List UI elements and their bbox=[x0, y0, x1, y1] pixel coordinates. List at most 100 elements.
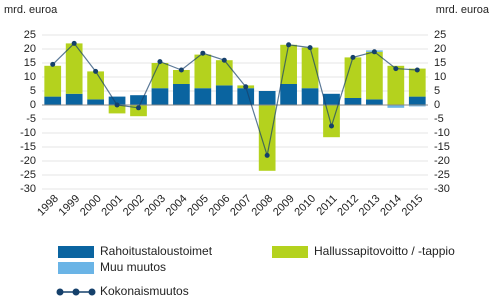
point bbox=[264, 152, 270, 158]
y-tick-label: 5 bbox=[30, 85, 36, 97]
legend-label: Rahoitustaloustoimet bbox=[100, 244, 213, 258]
bar bbox=[280, 44, 297, 84]
y2-tick-label: 15 bbox=[434, 57, 446, 69]
x-tick-label: 1998 bbox=[35, 193, 61, 219]
bar bbox=[194, 54, 212, 89]
point bbox=[157, 59, 163, 65]
x-tick-label: 2008 bbox=[250, 193, 276, 219]
bar bbox=[323, 93, 340, 105]
bar bbox=[387, 65, 405, 105]
y-tick-label: 10 bbox=[24, 71, 36, 83]
bar bbox=[108, 96, 126, 105]
y-tick-label: 0 bbox=[30, 99, 36, 111]
point bbox=[200, 50, 206, 56]
bar bbox=[408, 105, 426, 107]
x-tick-label: 2010 bbox=[292, 193, 318, 219]
point bbox=[393, 66, 399, 72]
bar bbox=[87, 99, 104, 105]
point bbox=[286, 42, 292, 48]
bar bbox=[323, 105, 340, 138]
bar bbox=[44, 96, 62, 105]
y-tick-label: -25 bbox=[20, 169, 36, 181]
bar bbox=[366, 99, 383, 105]
bar bbox=[130, 105, 147, 117]
y-tick-label: 15 bbox=[24, 57, 36, 69]
point bbox=[50, 61, 56, 67]
bar bbox=[387, 105, 405, 108]
y-tick-label: -5 bbox=[26, 113, 36, 125]
bar bbox=[130, 95, 147, 105]
y-axis-title: mrd. euroa bbox=[4, 4, 58, 16]
legend-label: Kokonaismuutos bbox=[100, 284, 189, 298]
bar bbox=[408, 68, 426, 97]
bar bbox=[366, 51, 383, 100]
bar bbox=[173, 70, 190, 84]
bar bbox=[65, 43, 83, 94]
y-tick-label: -10 bbox=[20, 127, 36, 139]
bar bbox=[344, 98, 362, 105]
y-tick-label: -30 bbox=[20, 183, 36, 195]
bar bbox=[258, 91, 276, 105]
y2-tick-label: 20 bbox=[434, 43, 446, 55]
bar bbox=[194, 88, 212, 105]
x-tick-label: 2012 bbox=[335, 193, 361, 219]
y-tick-label: 20 bbox=[24, 43, 36, 55]
legend-marker bbox=[72, 288, 80, 296]
y2-tick-label: -5 bbox=[434, 113, 444, 125]
point bbox=[414, 67, 420, 73]
point bbox=[71, 40, 77, 46]
bar bbox=[108, 105, 126, 114]
x-tick-label: 1999 bbox=[57, 193, 83, 219]
bar bbox=[258, 105, 276, 171]
point bbox=[371, 49, 377, 55]
x-tick-label: 2000 bbox=[78, 193, 104, 219]
y2-tick-label: -15 bbox=[434, 141, 450, 153]
y2-tick-label: -20 bbox=[434, 155, 450, 167]
x-tick-label: 2007 bbox=[228, 193, 254, 219]
y-tick-label: -20 bbox=[20, 155, 36, 167]
bar bbox=[344, 57, 362, 98]
x-tick-label: 2003 bbox=[142, 193, 168, 219]
x-tick-label: 2004 bbox=[164, 193, 190, 219]
point bbox=[136, 105, 141, 111]
y-tick-label: -15 bbox=[20, 141, 36, 153]
y2-tick-label: -25 bbox=[434, 169, 450, 181]
x-tick-label: 2005 bbox=[185, 193, 211, 219]
bar bbox=[301, 47, 319, 89]
x-tick-label: 2014 bbox=[378, 193, 404, 219]
x-tick-label: 2011 bbox=[314, 193, 339, 218]
legend-swatch bbox=[58, 246, 94, 258]
bar bbox=[237, 88, 255, 105]
point bbox=[350, 54, 356, 60]
bar bbox=[215, 85, 233, 105]
y2-tick-label: -10 bbox=[434, 127, 450, 139]
x-tick-label: 2009 bbox=[271, 193, 297, 219]
bar bbox=[173, 84, 190, 105]
point bbox=[221, 57, 227, 63]
point bbox=[93, 68, 99, 74]
y2-tick-label: 5 bbox=[434, 85, 440, 97]
point bbox=[114, 102, 120, 108]
x-tick-label: 2013 bbox=[357, 193, 383, 219]
bar bbox=[301, 88, 319, 105]
legend-marker bbox=[88, 288, 96, 296]
line bbox=[52, 42, 418, 156]
point bbox=[178, 67, 184, 73]
bar bbox=[87, 71, 104, 100]
bar bbox=[408, 96, 426, 105]
point bbox=[329, 123, 334, 129]
bar bbox=[44, 65, 62, 97]
legend-swatch bbox=[272, 246, 308, 258]
y2-tick-label: 10 bbox=[434, 71, 446, 83]
y2-tick-label: -30 bbox=[434, 183, 450, 195]
y2-tick-label: 0 bbox=[434, 99, 440, 111]
legend-marker bbox=[56, 288, 64, 296]
bar bbox=[151, 88, 169, 105]
bar bbox=[65, 93, 83, 105]
x-tick-label: 2002 bbox=[121, 193, 147, 219]
y-tick-label: 25 bbox=[24, 29, 36, 41]
legend-label: Muu muutos bbox=[100, 260, 166, 274]
point bbox=[307, 45, 313, 51]
legend-label: Hallussapitovoitto / -tappio bbox=[314, 244, 455, 258]
